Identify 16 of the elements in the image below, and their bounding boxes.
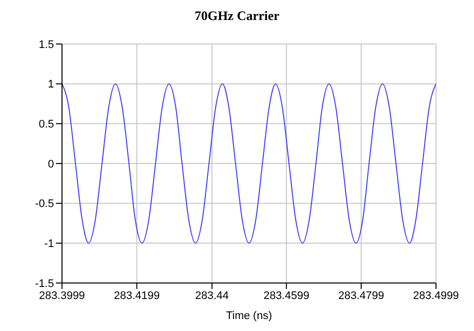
x-tick-label: 283.3999 <box>39 290 85 302</box>
x-tick-label: 283.44 <box>195 290 229 302</box>
line-series <box>62 83 436 244</box>
x-tick-label: 283.4799 <box>338 290 384 302</box>
y-tick-label: 1 <box>48 78 54 91</box>
y-tick-label: 1.5 <box>38 38 54 51</box>
y-tick-label: -1 <box>44 238 54 250</box>
x-tick-label: 283.4599 <box>263 290 310 302</box>
x-tick-label: 283.4199 <box>114 290 160 302</box>
y-tick-label: -1.5 <box>35 278 54 290</box>
y-tick-label: -0.5 <box>35 198 54 210</box>
x-tick-label: 283.4999 <box>413 290 459 302</box>
x-axis-title: Time (ns) <box>226 310 272 322</box>
y-tick-label: 0.5 <box>38 118 54 131</box>
chart-title: 70GHz Carrier <box>194 8 280 24</box>
y-tick-label: 0 <box>48 158 54 170</box>
